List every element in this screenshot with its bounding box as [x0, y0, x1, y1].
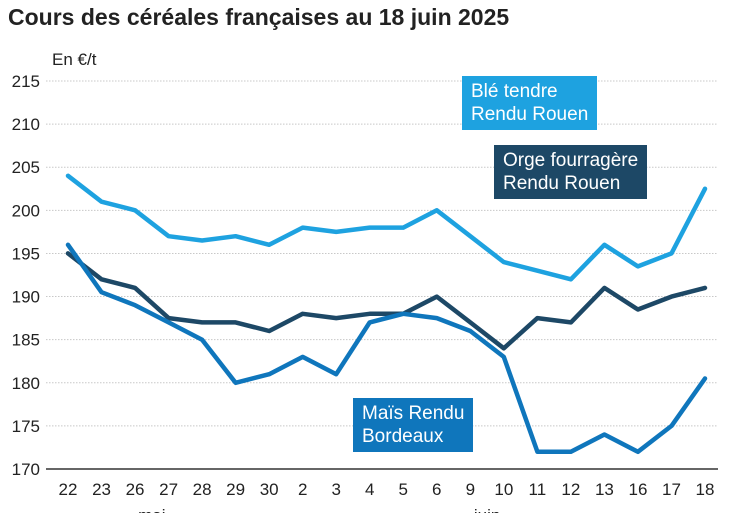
y-tick-label: 205: [12, 158, 40, 177]
x-tick-label: 10: [494, 480, 513, 499]
x-tick-label: 18: [696, 480, 715, 499]
y-axis-ticks: 170 175 180 185 190 195 200 205 210 215: [12, 72, 40, 479]
chart-title: Cours des céréales françaises au 18 juin…: [8, 4, 510, 30]
month-label: juin: [473, 506, 500, 513]
y-tick-label: 200: [12, 201, 40, 220]
y-tick-label: 195: [12, 244, 40, 263]
y-tick-label: 180: [12, 374, 40, 393]
y-tick-label: 215: [12, 72, 40, 91]
x-tick-label: 5: [399, 480, 408, 499]
x-tick-label: 12: [561, 480, 580, 499]
y-tick-label: 185: [12, 331, 40, 350]
x-tick-label: 13: [595, 480, 614, 499]
x-tick-label: 9: [466, 480, 475, 499]
series-line-1: [65, 251, 708, 351]
y-tick-label: 175: [12, 417, 40, 436]
x-tick-label: 27: [159, 480, 178, 499]
x-tick-label: 23: [92, 480, 111, 499]
series-lines: [65, 173, 708, 455]
x-axis-ticks: 2223262728293023456910111213161718maijui…: [59, 480, 715, 513]
series-line-2: [65, 242, 708, 455]
series-line-0: [65, 173, 708, 282]
y-tick-label: 190: [12, 288, 40, 307]
y-axis-unit: En €/t: [52, 50, 97, 69]
x-tick-label: 30: [260, 480, 279, 499]
x-tick-label: 4: [365, 480, 374, 499]
series-label-ble: Blé tendre Rendu Rouen: [462, 76, 598, 130]
x-tick-label: 28: [193, 480, 212, 499]
x-tick-label: 3: [331, 480, 340, 499]
x-tick-label: 29: [226, 480, 245, 499]
month-label: mai: [138, 506, 165, 513]
series-label-orge: Orge fourragère Rendu Rouen: [494, 145, 648, 199]
x-tick-label: 22: [59, 480, 78, 499]
x-tick-label: 6: [432, 480, 441, 499]
y-tick-label: 170: [12, 460, 40, 479]
x-tick-label: 2: [298, 480, 307, 499]
x-tick-label: 26: [126, 480, 145, 499]
x-tick-label: 17: [662, 480, 681, 499]
x-tick-label: 16: [628, 480, 647, 499]
y-tick-label: 210: [12, 115, 40, 134]
x-tick-label: 11: [529, 480, 547, 499]
series-label-mais: Maïs Rendu Bordeaux: [353, 398, 474, 452]
